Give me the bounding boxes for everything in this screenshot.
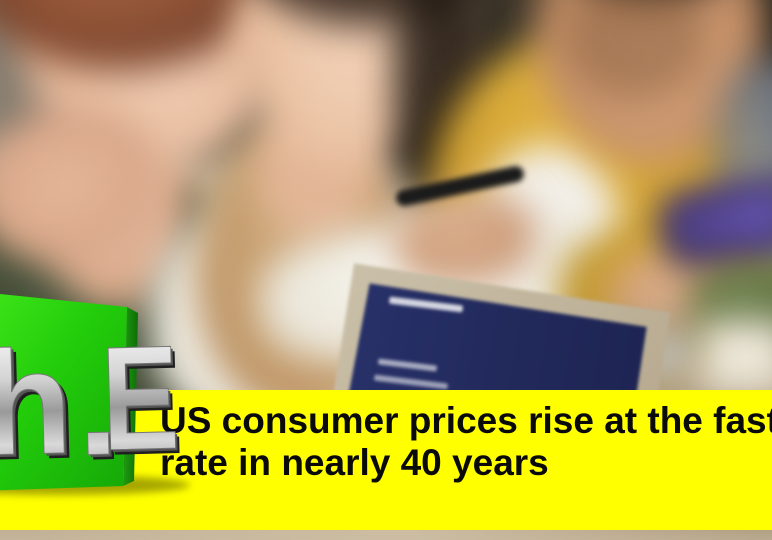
- svg-text:E: E: [100, 315, 181, 482]
- svg-text:h: h: [0, 320, 74, 487]
